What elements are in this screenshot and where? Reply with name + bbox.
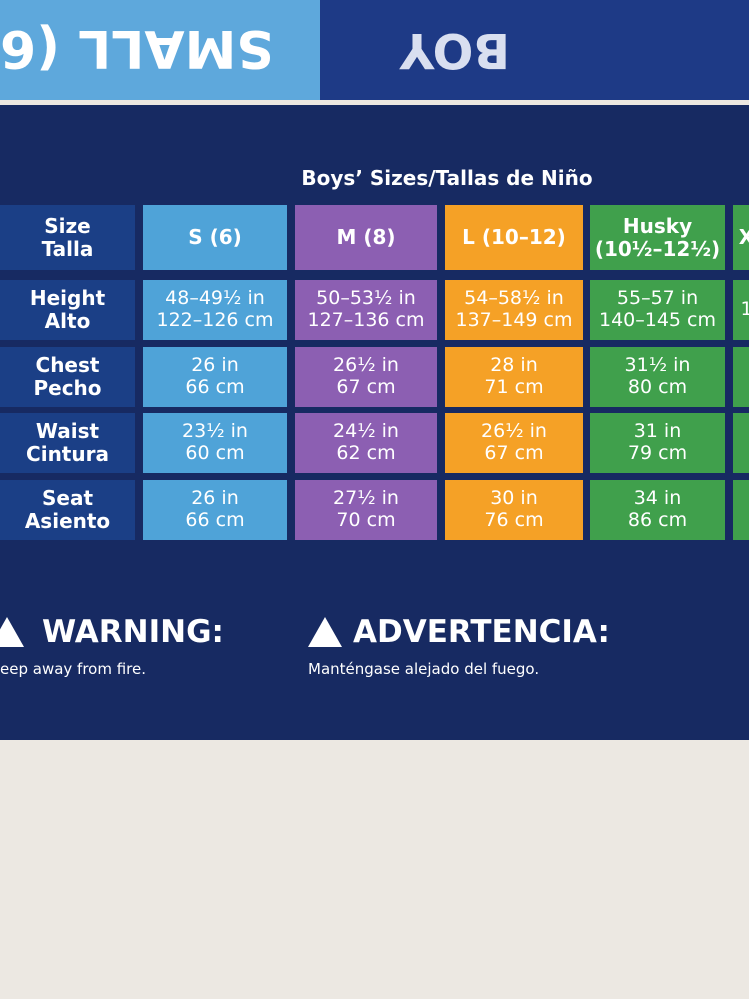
row-label: Chest Pecho [0, 347, 135, 407]
cell-line: 34 in [633, 487, 682, 510]
table-cell [733, 480, 749, 540]
cell-line: 26 in [191, 354, 239, 377]
row-label: Seat Asiento [0, 480, 135, 540]
table-cell: 28 in 71 cm [445, 347, 583, 407]
cell-line: 79 cm [627, 442, 688, 464]
table-cell: 34 in 86 cm [590, 480, 725, 540]
warning-text: eep away from fire. [0, 660, 147, 678]
cell-line: 28 in [490, 354, 538, 377]
cell-line: 31½ in [624, 354, 691, 377]
warning-icon [308, 617, 342, 647]
cell-line: Height [29, 286, 106, 310]
table-cell: 50–53½ in 127–136 cm [295, 280, 437, 340]
table-cell: 48–49½ in 122–126 cm [143, 280, 287, 340]
cell-line: 80 cm [627, 376, 688, 398]
cell-line: (10½–12½) [594, 236, 721, 261]
table-cell: 23½ in 60 cm [143, 413, 287, 473]
cell-line: 31 in [633, 420, 682, 443]
table-cell: 26½ in 67 cm [445, 413, 583, 473]
warning-text: Manténgase alejado del fuego. [308, 660, 540, 678]
warning-title: ADVERTENCIA: [353, 614, 610, 650]
cell-line: Cintura [26, 442, 109, 466]
cell-line: S (6) [188, 225, 242, 249]
cell-line: 23½ in [182, 420, 248, 443]
row-label: Waist Cintura [0, 413, 135, 473]
cell-line: Pecho [33, 376, 102, 400]
table-cell: 31 in 79 cm [590, 413, 725, 473]
header-cell: Size Talla [0, 205, 135, 270]
cell-line: 30 in [490, 487, 538, 510]
cell-line: Talla [41, 236, 94, 261]
table-cell: 30 in 76 cm [445, 480, 583, 540]
cell-line: 55–57 in [616, 287, 699, 310]
cell-line: 27½ in [333, 487, 399, 510]
cell-line: X [738, 225, 749, 249]
cell-line: 66 cm [185, 509, 245, 531]
box-top-left-text: SMALL (6 [0, 18, 274, 78]
table-cell: 27½ in 70 cm [295, 480, 437, 540]
box-top-dark [320, 0, 749, 100]
cell-line: 50–53½ in [316, 287, 416, 310]
cell-line: Waist [35, 419, 100, 443]
box-top-right-text: BOY [399, 22, 510, 78]
cell-line: 67 cm [336, 376, 396, 398]
cell-line: M (8) [336, 225, 396, 249]
table-cell: 54–58½ in 137–149 cm [445, 280, 583, 340]
table-cell: 31½ in 80 cm [590, 347, 725, 407]
cell-line: 66 cm [185, 376, 245, 398]
cell-line: 54–58½ in [464, 287, 564, 310]
cell-line: 1 [740, 298, 749, 321]
cell-line: Asiento [24, 509, 111, 533]
cell-line: 127–136 cm [307, 309, 425, 331]
cell-line: 122–126 cm [156, 309, 274, 331]
header-cell: L (10–12) [445, 205, 583, 270]
cell-line: L (10–12) [462, 225, 566, 249]
cell-line: 26½ in [333, 354, 399, 377]
table-cell: 26 in 66 cm [143, 347, 287, 407]
cell-line: 24½ in [333, 420, 399, 443]
cell-line: 71 cm [484, 376, 544, 398]
cell-line: 60 cm [185, 442, 245, 464]
table-title: Boys’ Sizes/Tallas de Niño [301, 166, 593, 190]
table-cell [733, 413, 749, 473]
cell-line: 26½ in [481, 420, 547, 443]
cell-line: 67 cm [484, 442, 544, 464]
cell-line: 62 cm [336, 442, 396, 464]
row-label: Height Alto [0, 280, 135, 340]
cell-line: 76 cm [484, 509, 544, 531]
cell-line: Chest [35, 353, 100, 377]
warning-icon [0, 617, 24, 647]
table-cell: 55–57 in 140–145 cm [590, 280, 725, 340]
cell-line: 48–49½ in [165, 287, 265, 310]
table-cell: 1 [733, 280, 749, 340]
table-cell [733, 347, 749, 407]
cell-line: 26 in [191, 487, 239, 510]
header-cell: X [733, 205, 749, 270]
cell-line: 140–145 cm [598, 309, 717, 331]
warning-title: WARNING: [42, 614, 224, 650]
header-cell: M (8) [295, 205, 437, 270]
cell-line: 86 cm [627, 509, 688, 531]
cell-line: Seat [41, 486, 94, 510]
table-cell: 26½ in 67 cm [295, 347, 437, 407]
header-cell: S (6) [143, 205, 287, 270]
table-cell: 26 in 66 cm [143, 480, 287, 540]
cell-line: 137–149 cm [455, 309, 573, 331]
box-top-light [0, 0, 320, 100]
header-cell: Husky (10½–12½) [590, 205, 725, 270]
cell-line: 70 cm [336, 509, 396, 531]
cell-line: Husky [622, 213, 693, 238]
table-cell: 24½ in 62 cm [295, 413, 437, 473]
cell-line: Size [44, 213, 91, 238]
cell-line: Alto [44, 309, 91, 333]
